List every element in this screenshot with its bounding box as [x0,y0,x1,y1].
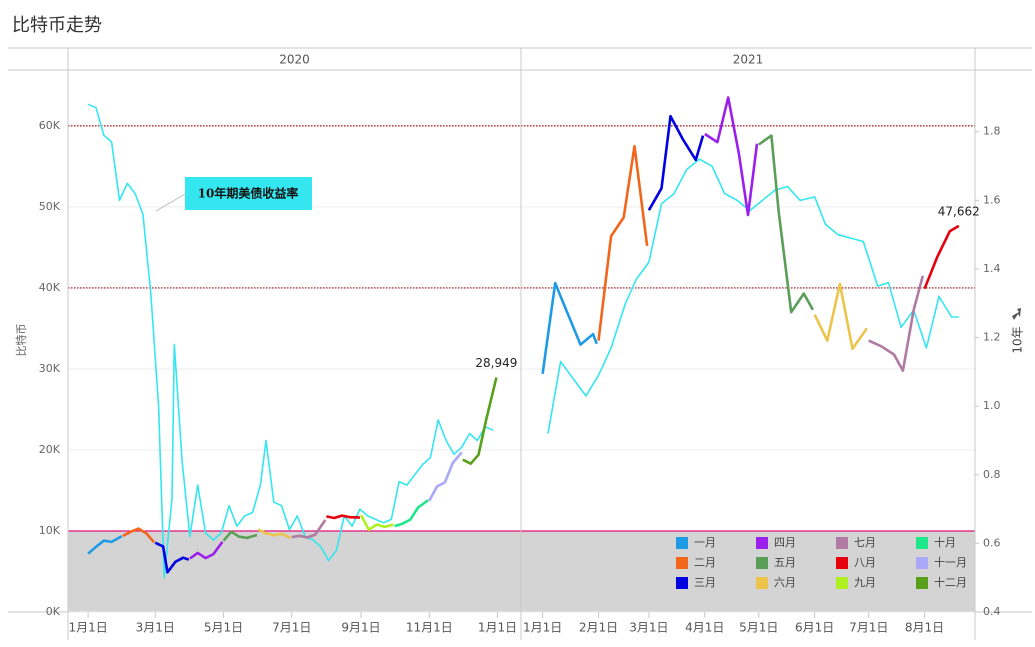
price-line [222,530,258,542]
legend-label: 十二月 [934,575,967,589]
legend-label: 四月 [774,536,796,549]
price-line [462,377,498,465]
price-line [597,144,649,341]
callout-box [185,177,312,210]
legend-swatch [676,557,688,569]
y2-tick-label: 1.0 [983,399,1001,412]
price-line [868,275,925,372]
x-tick-label: 6月1日 [795,621,834,635]
price-line [122,527,156,544]
y2-tick-label: 1.6 [983,193,1001,206]
price-line [291,519,327,539]
legend-label: 三月 [694,576,716,589]
x-tick-label: 11月1日 [406,621,453,635]
price-line [359,514,394,532]
price-line [923,224,960,290]
legend-swatch [756,557,768,569]
data-label: 47,662 [938,204,980,218]
chart-title: 比特币走势 [12,15,102,36]
price-line [326,514,360,520]
y2-tick-label: 1.4 [983,262,1001,275]
y-axis-title: 比特币 [14,324,28,357]
y-tick-label: 60K [39,119,61,132]
price-line [541,281,598,374]
legend-swatch [836,557,848,569]
x-tick-label: 5月1日 [739,621,778,635]
legend-swatch [676,577,688,589]
price-line [154,541,190,574]
data-label: 28,949 [475,356,517,370]
legend-label: 七月 [854,536,876,549]
y-tick-label: 30K [39,362,61,375]
price-line [428,451,463,502]
price-line [394,499,429,528]
price-line [758,134,815,314]
price-line [189,541,224,560]
legend-swatch [916,577,928,589]
callout-label: 10年期美债收益率 [198,186,299,201]
legend-label: 五月 [774,556,796,569]
legend-swatch [756,577,768,589]
y-tick-label: 0K [46,605,61,618]
price-line [257,528,292,540]
legend-label: 十一月 [934,555,967,569]
pin-icon [1012,308,1021,320]
legend-swatch [916,537,928,549]
x-tick-label: 2月1日 [579,621,618,635]
legend-swatch [676,537,688,549]
price-line [704,96,759,217]
x-tick-label: 8月1日 [905,621,944,635]
yield-line [87,103,494,579]
y-tick-label: 40K [39,281,61,294]
x-tick-label: 4月1日 [685,621,724,635]
legend-swatch [916,557,928,569]
yield-line [547,158,959,434]
legend-label: 二月 [694,556,716,569]
legend-label: 一月 [694,536,716,549]
legend-label: 十月 [934,535,956,549]
price-line [87,535,123,555]
y-tick-label: 20K [39,443,61,456]
y-tick-label: 50K [39,200,61,213]
x-tick-label: 3月1日 [136,621,175,635]
x-tick-label: 7月1日 [849,621,888,635]
callout-leader [155,193,186,212]
x-tick-label: 1月1日 [68,621,107,635]
y2-tick-label: 1.8 [983,125,1001,138]
x-tick-label: 3月1日 [629,621,668,635]
y-tick-label: 10K [39,524,61,537]
x-tick-label: 5月1日 [204,621,243,635]
x-tick-label: 9月1日 [341,621,380,635]
legend-swatch [836,577,848,589]
price-line [813,282,868,350]
y2-tick-label: 1.2 [983,331,1001,344]
legend-label: 九月 [854,576,876,589]
panel-header: 2021 [733,53,764,67]
y2-tick-label: 0.4 [983,605,1001,618]
price-line [647,114,705,211]
legend-label: 八月 [854,556,876,569]
y2-tick-label: 0.6 [983,536,1001,549]
panel-header: 2020 [279,53,310,67]
y2-axis-title: 10年 [1011,326,1025,353]
x-tick-label: 1月1日 [523,621,562,635]
x-tick-label: 7月1日 [272,621,311,635]
x-tick-label: 1月1日 [478,621,517,635]
legend-label: 六月 [774,576,796,589]
y2-tick-label: 0.8 [983,468,1001,481]
legend-swatch [756,537,768,549]
legend-swatch [836,537,848,549]
